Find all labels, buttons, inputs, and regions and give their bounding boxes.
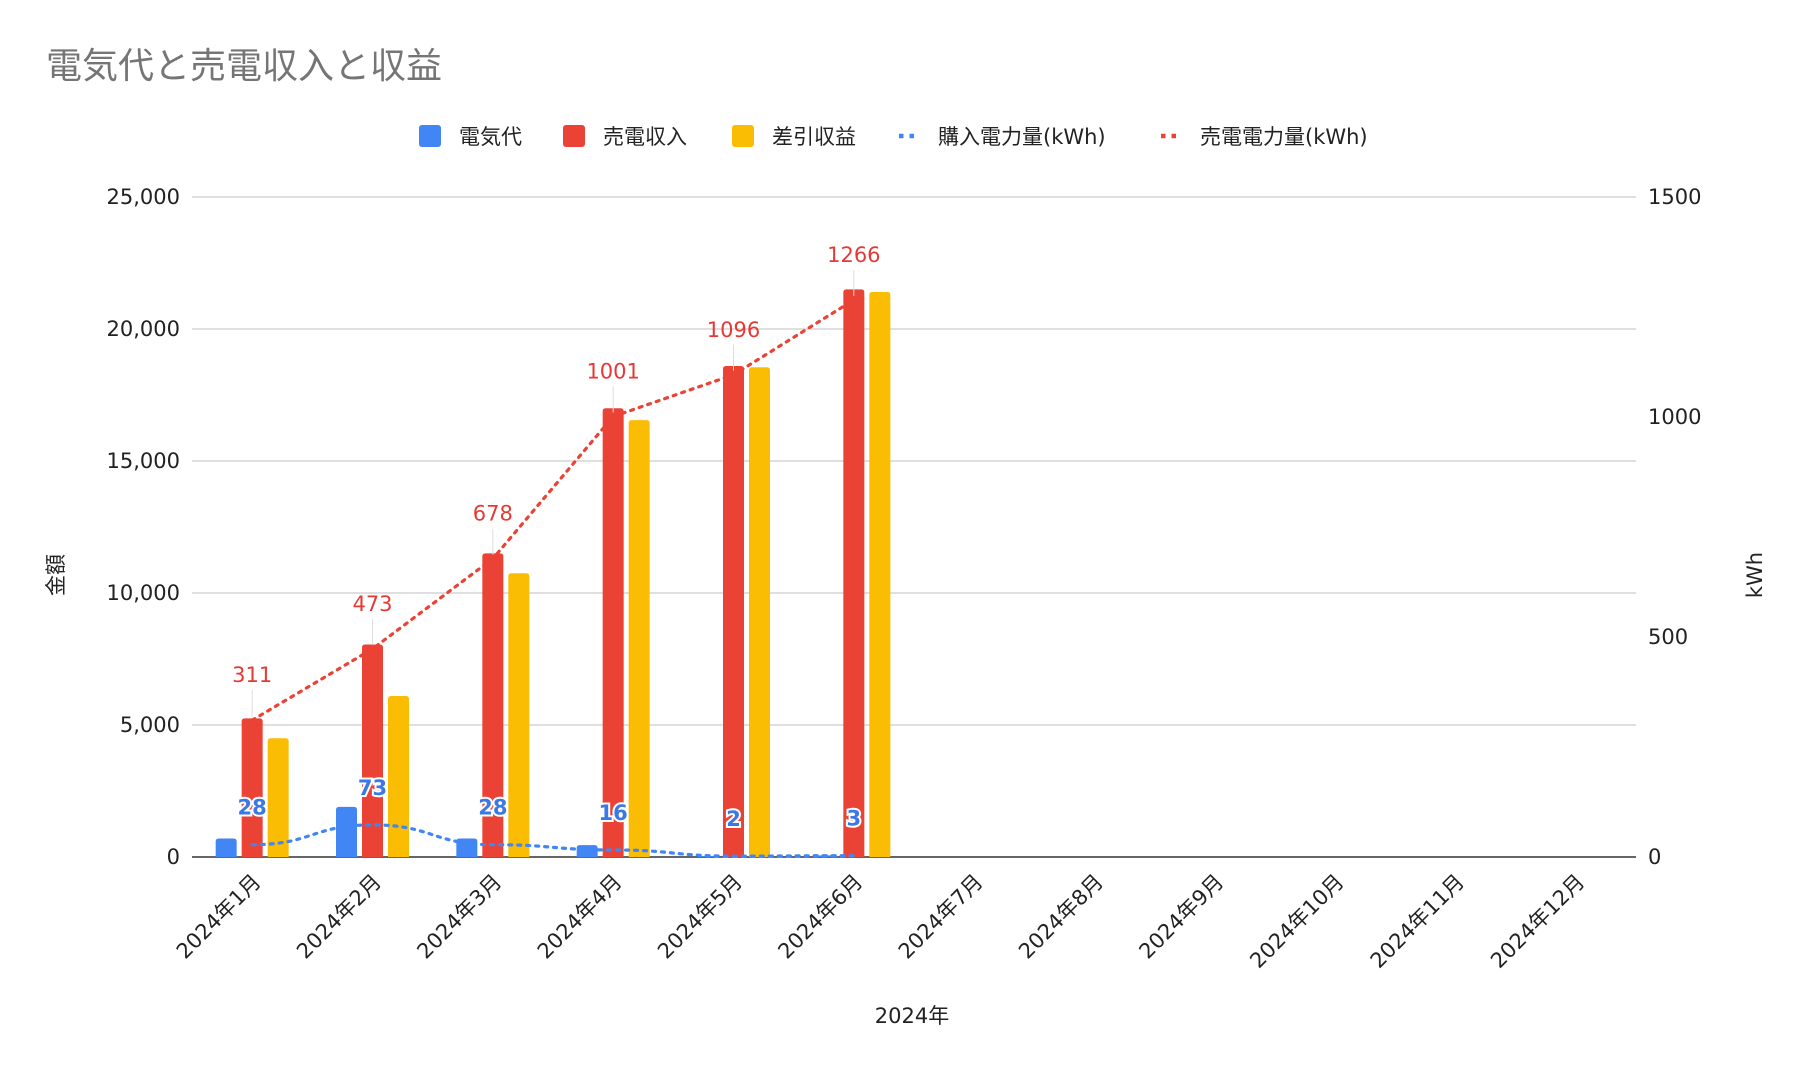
y2-tick-label: 1000 bbox=[1648, 405, 1701, 429]
bar bbox=[843, 289, 865, 857]
legend-label: 売電電力量(kWh) bbox=[1200, 125, 1368, 149]
legend-label: 売電収入 bbox=[603, 125, 687, 149]
data-label: 16 bbox=[599, 801, 628, 825]
data-label: 311 bbox=[232, 663, 272, 687]
x-tick-label: 2024年2月 bbox=[292, 870, 386, 964]
data-labels: 28 73 28 16 2 3 311 473 678 1001 1096 1266 bbox=[232, 243, 880, 833]
data-label: 1001 bbox=[586, 360, 639, 384]
left-axis-ticks: 0 5,000 10,000 15,000 20,000 25,000 bbox=[107, 185, 180, 869]
data-label: 1096 bbox=[707, 318, 760, 342]
series-line bbox=[250, 298, 856, 722]
bar bbox=[628, 420, 650, 857]
y-tick-label: 15,000 bbox=[107, 449, 180, 473]
data-label: 473 bbox=[352, 592, 392, 616]
legend-swatch bbox=[732, 125, 754, 147]
data-label: 1266 bbox=[827, 243, 880, 267]
legend-swatch bbox=[563, 125, 585, 147]
bar bbox=[602, 408, 624, 857]
chart-title: 電気代と売電収入と収益 bbox=[46, 46, 442, 87]
legend-swatch bbox=[419, 125, 441, 147]
data-label: 3 bbox=[847, 807, 862, 831]
legend-label: 購入電力量(kWh) bbox=[938, 125, 1106, 149]
bar bbox=[749, 367, 770, 857]
bar bbox=[482, 553, 504, 857]
x-tick-label: 2024年3月 bbox=[412, 870, 506, 964]
gridlines bbox=[192, 196, 1636, 858]
y-tick-label: 0 bbox=[167, 845, 180, 869]
bar bbox=[215, 838, 237, 857]
bar bbox=[388, 695, 409, 857]
bars bbox=[215, 289, 891, 859]
bar bbox=[697, 855, 718, 859]
x-tick-label: 2024年11月 bbox=[1366, 870, 1469, 973]
x-axis-title: 2024年 bbox=[875, 1004, 949, 1028]
data-label: 678 bbox=[473, 502, 513, 526]
y2-tick-label: 500 bbox=[1648, 625, 1688, 649]
legend-label: 電気代 bbox=[459, 125, 522, 149]
series-line bbox=[250, 823, 856, 858]
bar bbox=[723, 365, 744, 857]
y-tick-label: 5,000 bbox=[120, 713, 180, 737]
y-tick-label: 10,000 bbox=[107, 581, 180, 605]
bar bbox=[336, 806, 357, 857]
right-axis-ticks: 0 500 1000 1500 bbox=[1648, 185, 1701, 869]
x-axis-ticks: 2024年1月 2024年2月 2024年3月 2024年4月 2024年5月 2024年… bbox=[172, 870, 1590, 973]
legend-label: 差引収益 bbox=[772, 125, 856, 149]
y-axis-title: 金額 bbox=[44, 554, 68, 596]
x-tick-label: 2024年7月 bbox=[894, 870, 988, 964]
y2-axis-title: kWh bbox=[1743, 552, 1767, 598]
data-label: 73 bbox=[358, 776, 387, 800]
x-tick-label: 2024年1月 bbox=[172, 870, 266, 964]
bar bbox=[267, 738, 289, 857]
y2-tick-label: 1500 bbox=[1648, 185, 1701, 209]
y-tick-label: 25,000 bbox=[107, 185, 180, 209]
bar bbox=[576, 845, 598, 857]
x-tick-label: 2024年8月 bbox=[1014, 870, 1108, 964]
bar bbox=[362, 644, 383, 857]
bar bbox=[456, 838, 478, 857]
x-tick-label: 2024年6月 bbox=[773, 870, 867, 964]
legend: 電気代 売電収入 差引収益 購入電力量(kWh) 売電電力量(kWh) bbox=[419, 125, 1368, 149]
bar bbox=[241, 718, 263, 857]
bar bbox=[869, 292, 891, 857]
x-tick-label: 2024年9月 bbox=[1134, 870, 1228, 964]
data-label: 28 bbox=[238, 796, 267, 820]
x-tick-label: 2024年10月 bbox=[1245, 870, 1348, 973]
bar bbox=[508, 573, 530, 857]
x-tick-label: 2024年5月 bbox=[653, 870, 747, 964]
data-label: 28 bbox=[478, 796, 507, 820]
y2-tick-label: 0 bbox=[1648, 845, 1661, 869]
lines bbox=[250, 298, 856, 858]
y-tick-label: 20,000 bbox=[107, 317, 180, 341]
data-label: 2 bbox=[726, 807, 741, 831]
x-tick-label: 2024年4月 bbox=[533, 870, 627, 964]
x-tick-label: 2024年12月 bbox=[1486, 870, 1589, 973]
